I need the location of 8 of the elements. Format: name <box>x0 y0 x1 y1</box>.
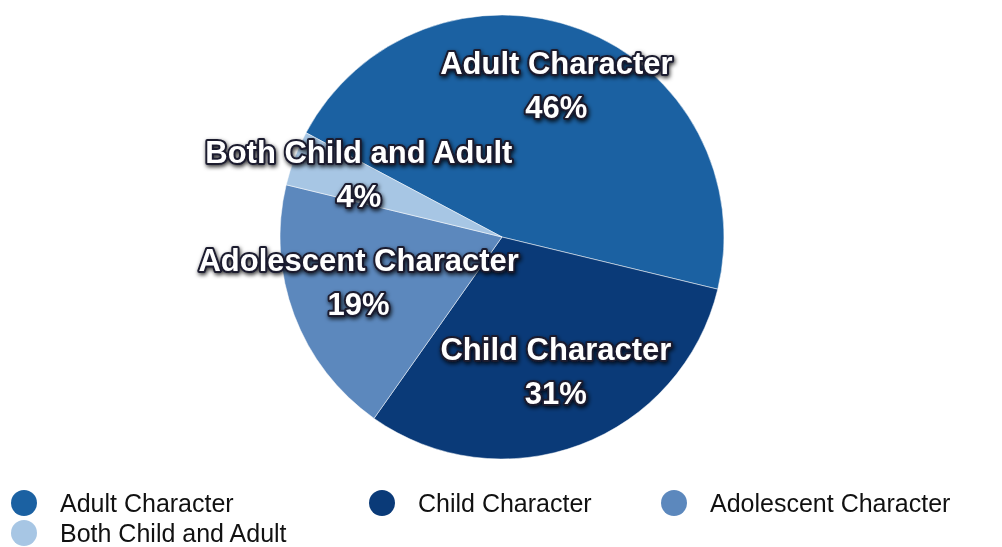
legend-label: Adolescent Character <box>710 489 951 517</box>
slice-label: Child Character <box>440 332 672 368</box>
legend-label: Both Child and Adult <box>60 519 287 547</box>
legend-label: Adult Character <box>60 489 234 517</box>
data-label: 31% <box>524 376 587 412</box>
legend-label: Child Character <box>418 489 592 517</box>
data-label: 46% <box>525 89 588 125</box>
data-label: 19% <box>327 286 390 322</box>
